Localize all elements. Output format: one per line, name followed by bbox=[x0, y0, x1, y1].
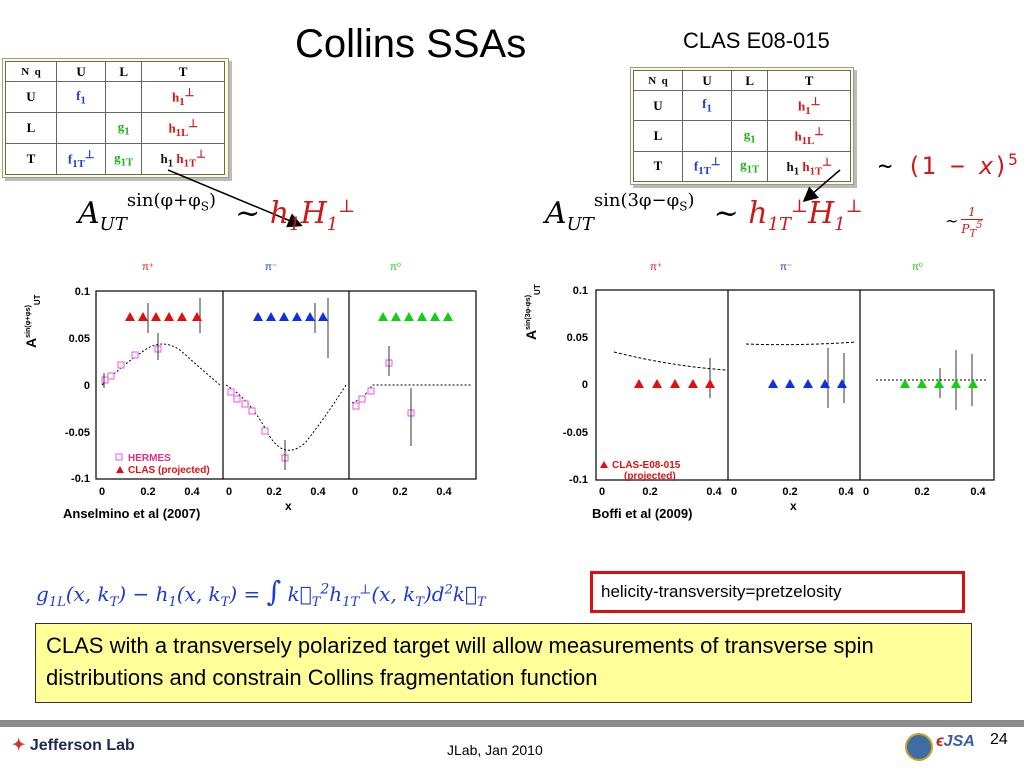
citation-left: Anselmino et al (2007) bbox=[63, 506, 201, 521]
pretzelosity-box: helicity-transversity=pretzelosity bbox=[590, 571, 965, 613]
svg-text:0.2: 0.2 bbox=[642, 486, 657, 498]
svg-text:(projected): (projected) bbox=[624, 471, 676, 482]
formula-left: AUTsin(φ+φS) ~ h1H1⊥ bbox=[78, 190, 356, 235]
svg-text:0.2: 0.2 bbox=[266, 486, 281, 498]
svg-text:0: 0 bbox=[731, 486, 737, 498]
legend-hermes: HERMES bbox=[128, 453, 171, 464]
scaling-x: ~ (1 − x)5 bbox=[878, 150, 1018, 180]
scaling-pt: ~1 PT5 bbox=[945, 205, 983, 240]
clas-points-pi-zero bbox=[378, 312, 453, 321]
legend-clas-e08: CLAS-E08-015 bbox=[612, 460, 681, 471]
panel-label-pi-zero: π⁰ bbox=[390, 262, 401, 273]
panel-label-pi-minus: π⁻ bbox=[265, 262, 277, 273]
svg-text:π⁻: π⁻ bbox=[780, 262, 792, 273]
legend-clas: CLAS (projected) bbox=[128, 465, 210, 476]
svg-text:0: 0 bbox=[582, 379, 588, 391]
plot-frame bbox=[595, 289, 995, 481]
legend-clas-marker bbox=[116, 466, 124, 473]
svg-text:-0.05: -0.05 bbox=[563, 427, 588, 439]
svg-text:0.2: 0.2 bbox=[782, 486, 797, 498]
svg-text:Asin(3φ-φs)UT: Asin(3φ-φs)UT bbox=[523, 284, 542, 340]
svg-text:0.2: 0.2 bbox=[140, 486, 155, 498]
xlabel: x bbox=[285, 499, 292, 513]
ytick: 0 bbox=[84, 380, 90, 392]
svg-text:0: 0 bbox=[863, 486, 869, 498]
left-plot: π⁺ π⁻ π⁰ 0.1 0.05 0 -0.05 -0.1 0 0.2 0.4 0… bbox=[23, 262, 477, 513]
ytick: 0.1 bbox=[75, 286, 90, 298]
clas-points-pi-minus bbox=[253, 312, 328, 321]
svg-text:0: 0 bbox=[599, 486, 605, 498]
ytick: -0.05 bbox=[65, 427, 90, 439]
experiment-label: CLAS E08-015 bbox=[683, 28, 830, 53]
ylabel: Asin(φ+φs)UT bbox=[23, 294, 42, 348]
formula-right: AUTsin(3φ−φS) ~ h1T⊥H1⊥ bbox=[545, 190, 863, 235]
page-number: 24 bbox=[990, 731, 1008, 748]
ytick: -0.1 bbox=[71, 473, 90, 485]
page-title: Collins SSAs bbox=[295, 22, 527, 66]
clas-points-pi-plus bbox=[125, 312, 202, 321]
summary-box: CLAS with a transversely polarized targe… bbox=[35, 623, 972, 703]
footer-bar bbox=[0, 720, 1024, 727]
svg-text:0.4: 0.4 bbox=[706, 486, 722, 498]
bottom-formula: g1L(x, kT) − h1(x, kT) = ∫ k⃗T2h1T⊥(x, k… bbox=[36, 575, 486, 610]
svg-text:0.4: 0.4 bbox=[184, 486, 200, 498]
svg-text:0: 0 bbox=[99, 486, 105, 498]
svg-text:π⁺: π⁺ bbox=[650, 262, 662, 273]
svg-text:0.4: 0.4 bbox=[310, 486, 326, 498]
jefferson-lab-logo: ✦ Jefferson Lab bbox=[12, 737, 135, 754]
svg-text:-0.1: -0.1 bbox=[569, 474, 588, 486]
citation-right: Boffi et al (2009) bbox=[592, 506, 693, 521]
arrow-left bbox=[167, 169, 303, 228]
svg-text:0: 0 bbox=[226, 486, 232, 498]
theory-curve-pi-minus bbox=[225, 384, 347, 451]
panel-label-pi-plus: π⁺ bbox=[142, 262, 154, 273]
doe-seal-icon bbox=[905, 733, 933, 761]
svg-text:0.1: 0.1 bbox=[573, 285, 588, 297]
footer-date: JLab, Jan 2010 bbox=[447, 742, 543, 758]
svg-text:0.05: 0.05 bbox=[567, 332, 588, 344]
plot-frame bbox=[95, 290, 477, 480]
svg-text:0: 0 bbox=[352, 486, 358, 498]
svg-text:0.4: 0.4 bbox=[970, 486, 986, 498]
right-plot: π⁺ π⁻ π⁰ 0.1 0.05 0 -0.05 -0.1 0 0.2 0.4 0… bbox=[523, 262, 995, 513]
arrow-right bbox=[802, 169, 841, 202]
svg-text:0.2: 0.2 bbox=[914, 486, 929, 498]
svg-text:π⁰: π⁰ bbox=[912, 262, 923, 273]
svg-text:0.4: 0.4 bbox=[838, 486, 854, 498]
svg-text:x: x bbox=[790, 499, 797, 513]
svg-text:0.2: 0.2 bbox=[392, 486, 407, 498]
ytick: 0.05 bbox=[69, 333, 90, 345]
jsa-logo: ϵJSA bbox=[936, 733, 975, 750]
legend-hermes-marker bbox=[115, 453, 123, 461]
svg-text:0.4: 0.4 bbox=[436, 486, 452, 498]
